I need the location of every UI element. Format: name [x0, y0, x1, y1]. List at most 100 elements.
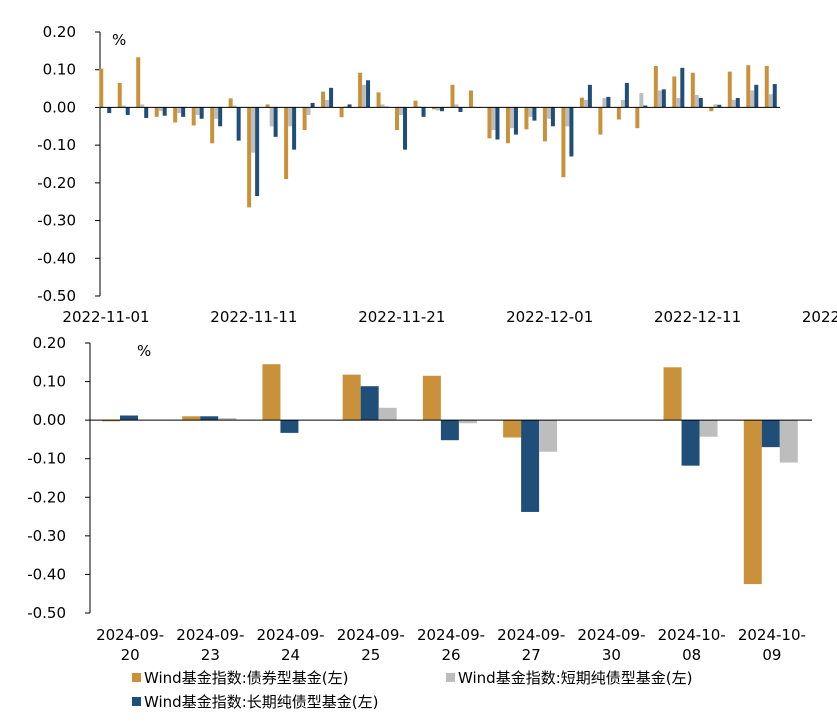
- x-tick-label: 2022-12-11: [654, 308, 741, 326]
- x-tick-label-line1: 2024-10-: [738, 626, 806, 644]
- bar-top-series2-33: [717, 104, 722, 108]
- bar-top-series1-15: [380, 104, 385, 108]
- legend-label: Wind基金指数:短期纯债型基金(左): [458, 669, 692, 687]
- legend: Wind基金指数:债券型基金(左) Wind基金指数:短期纯债型基金(左) Wind…: [132, 669, 692, 711]
- legend-swatch: [132, 697, 141, 706]
- x-tick-label-line1: 2024-09-: [257, 626, 325, 644]
- bar-top-series2-10: [292, 107, 297, 150]
- bar-top-series0-30: [653, 65, 658, 108]
- bar-bottom-series2-3: [378, 407, 397, 421]
- x-tick-label-line1: 2024-09-: [337, 626, 405, 644]
- y-tick-label: -0.20: [27, 488, 66, 506]
- bar-top-series0-29: [635, 107, 640, 129]
- bar-top-series2-17: [421, 107, 426, 117]
- bar-top-series0-28: [616, 107, 621, 120]
- bar-top-series2-16: [403, 107, 408, 150]
- bar-top-series2-9: [273, 107, 278, 137]
- bar-top-series1-34: [731, 99, 736, 108]
- bar-top-series1-4: [177, 107, 182, 114]
- bar-top-series1-13: [343, 106, 348, 108]
- bar-top-series1-11: [306, 107, 311, 115]
- y-tick-label: 0.00: [43, 98, 76, 116]
- bar-top-series2-0: [107, 107, 112, 114]
- x-tick-label: 2022-11-21: [358, 308, 445, 326]
- bar-bottom-series2-5: [539, 420, 558, 452]
- bar-top-series0-32: [690, 72, 695, 108]
- bar-top-series2-22: [513, 107, 518, 135]
- x-tick-label-line1: 2024-09-: [96, 626, 164, 644]
- bar-top-series2-28: [624, 82, 629, 108]
- legend-label: Wind基金指数:长期纯债型基金(左): [144, 693, 378, 711]
- bar-top-series0-2: [136, 57, 141, 108]
- bar-bottom-series0-3: [342, 374, 361, 421]
- x-tick-label-line1: 2024-10-: [658, 626, 726, 644]
- y-tick-label: 0.00: [33, 411, 66, 429]
- bar-top-series1-30: [657, 90, 662, 108]
- bar-top-series1-12: [325, 99, 330, 108]
- bar-top-series2-6: [218, 107, 223, 127]
- bar-top-series2-5: [199, 107, 204, 119]
- bar-top-series2-27: [606, 96, 611, 108]
- bar-top-series1-9: [269, 107, 274, 127]
- bar-top-series0-34: [727, 71, 732, 108]
- bar-top-series2-29: [643, 105, 648, 108]
- legend-label: Wind基金指数:债券型基金(左): [144, 669, 348, 687]
- x-tick-label: 2022-12-21: [802, 308, 837, 326]
- bar-top-series2-26: [587, 84, 592, 108]
- y-tick-label: 0.20: [33, 334, 66, 352]
- bar-top-series2-24: [550, 107, 555, 127]
- bar-top-series2-13: [347, 104, 352, 108]
- unit-label: %: [112, 31, 126, 49]
- bar-top-series1-29: [639, 93, 644, 108]
- bar-top-series1-21: [491, 107, 496, 131]
- y-tick-label: -0.10: [37, 136, 76, 154]
- bar-top-series0-33: [709, 107, 714, 112]
- bar-top-series2-35: [754, 84, 759, 108]
- legend-item: Wind基金指数:债券型基金(左): [132, 669, 348, 687]
- x-tick-label-line2: 26: [441, 646, 460, 664]
- bar-top-series2-1: [125, 107, 130, 115]
- bar-top-series0-6: [210, 107, 215, 144]
- bar-top-series0-31: [672, 76, 677, 108]
- bar-top-series0-3: [154, 107, 159, 117]
- y-tick-label: -0.20: [37, 174, 76, 192]
- y-tick-label: 0.10: [43, 61, 76, 79]
- bar-top-series1-28: [620, 99, 625, 108]
- bar-top-series2-12: [329, 87, 334, 108]
- bar-bottom-series1-3: [360, 386, 379, 421]
- bar-bottom-series2-8: [779, 420, 798, 463]
- chart-top: 0.20 0.10 0.00 -0.10 -0.20 -0.30 -0.40 -0.50% 20…: [37, 23, 837, 326]
- legend-swatch: [446, 673, 455, 682]
- bar-top-series1-31: [676, 98, 681, 108]
- bar-top-series2-7: [236, 107, 241, 141]
- bar-top-series1-2: [140, 104, 145, 108]
- bar-top-series1-16: [399, 107, 404, 115]
- y-tick-label: -0.40: [37, 249, 76, 267]
- bar-top-series0-26: [579, 97, 584, 108]
- bar-top-series0-19: [450, 84, 455, 108]
- bar-top-series0-13: [339, 107, 344, 118]
- y-tick-label: -0.50: [37, 287, 76, 305]
- unit-label: %: [137, 342, 151, 360]
- y-tick-label: -0.50: [27, 604, 66, 622]
- bar-bottom-series1-2: [280, 420, 299, 433]
- bar-top-series1-32: [694, 94, 699, 108]
- y-tick-label: -0.40: [27, 565, 66, 583]
- bar-top-series1-27: [602, 98, 607, 108]
- bar-bottom-series1-8: [761, 420, 780, 448]
- x-tick-label-line2: 27: [522, 646, 541, 664]
- bar-top-series0-0: [99, 68, 104, 108]
- bar-top-series1-18: [436, 107, 440, 111]
- bar-top-series1-3: [158, 107, 163, 112]
- bar-bottom-series0-4: [422, 375, 441, 421]
- bar-top-series2-4: [181, 107, 186, 117]
- bar-top-series1-8: [251, 107, 256, 153]
- x-tick-label-line2: 09: [762, 646, 781, 664]
- bar-top-series1-22: [509, 107, 514, 129]
- legend-item: Wind基金指数:长期纯债型基金(左): [132, 693, 378, 711]
- bar-bottom-series2-1: [218, 418, 237, 421]
- x-tick-label: 2022-11-01: [62, 308, 149, 326]
- bar-top-series2-21: [495, 107, 500, 140]
- bar-top-series1-19: [454, 104, 459, 108]
